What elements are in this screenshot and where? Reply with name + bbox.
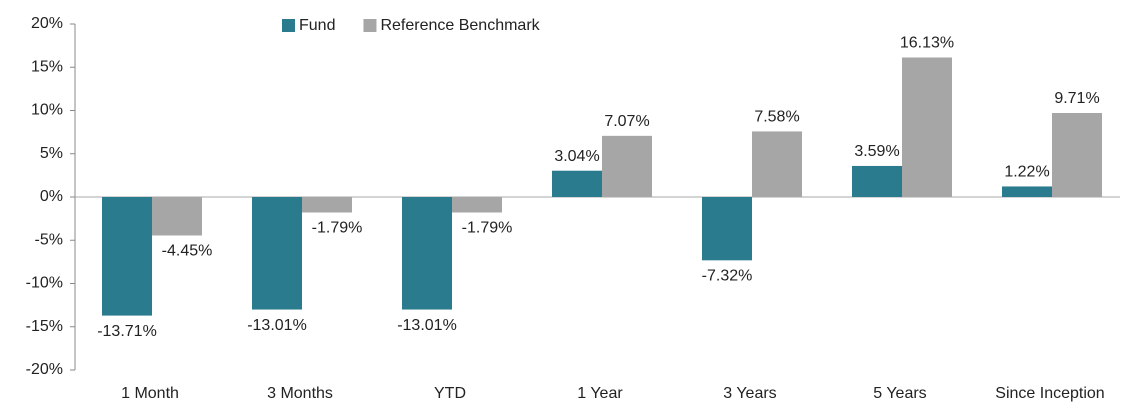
data-label: 7.07% [604, 113, 649, 130]
data-label: -1.79% [462, 220, 513, 237]
bar [552, 170, 602, 197]
data-label: 16.13% [900, 35, 954, 52]
x-tick-label: 3 Months [267, 385, 333, 402]
data-label: -13.71% [97, 323, 157, 340]
legend-label: Fund [299, 17, 335, 34]
x-tick-label: Since Inception [995, 385, 1104, 402]
x-tick-label: 3 Years [723, 385, 776, 402]
data-label: -13.01% [247, 317, 307, 334]
x-tick-label: 5 Years [873, 385, 926, 402]
bar [1002, 186, 1052, 197]
bar [302, 197, 352, 213]
data-label: 1.22% [1004, 164, 1049, 181]
legend-swatch [363, 19, 377, 32]
bar [402, 197, 452, 310]
y-tick-label: 5% [40, 145, 63, 162]
data-label: -7.32% [702, 268, 753, 285]
bar [602, 135, 652, 197]
y-tick-label: -15% [26, 318, 63, 335]
legend-label: Reference Benchmark [380, 17, 540, 34]
data-label: -1.79% [312, 220, 363, 237]
bar [452, 197, 502, 213]
x-tick-label: 1 Month [121, 385, 179, 402]
data-label: 9.71% [1054, 90, 1099, 107]
bar [702, 197, 752, 261]
bar [1052, 113, 1102, 197]
y-tick-label: 0% [40, 188, 63, 205]
y-tick-label: 10% [31, 102, 63, 119]
legend-swatch [282, 19, 295, 32]
bar [252, 197, 302, 310]
data-label: -4.45% [162, 243, 213, 260]
bar [852, 165, 902, 197]
data-label: 3.04% [554, 148, 599, 165]
bar [902, 57, 952, 198]
bar [102, 197, 152, 316]
y-tick-label: -5% [35, 231, 63, 248]
y-tick-label: 15% [31, 58, 63, 75]
data-label: 3.59% [854, 143, 899, 160]
y-tick-label: 20% [31, 15, 63, 32]
y-tick-label: -20% [26, 361, 63, 378]
bar [752, 131, 802, 197]
x-tick-label: YTD [434, 385, 466, 402]
data-label: -13.01% [397, 317, 457, 334]
data-label: 7.58% [754, 109, 799, 126]
bar [152, 197, 202, 236]
x-tick-label: 1 Year [577, 385, 623, 402]
y-tick-label: -10% [26, 275, 63, 292]
